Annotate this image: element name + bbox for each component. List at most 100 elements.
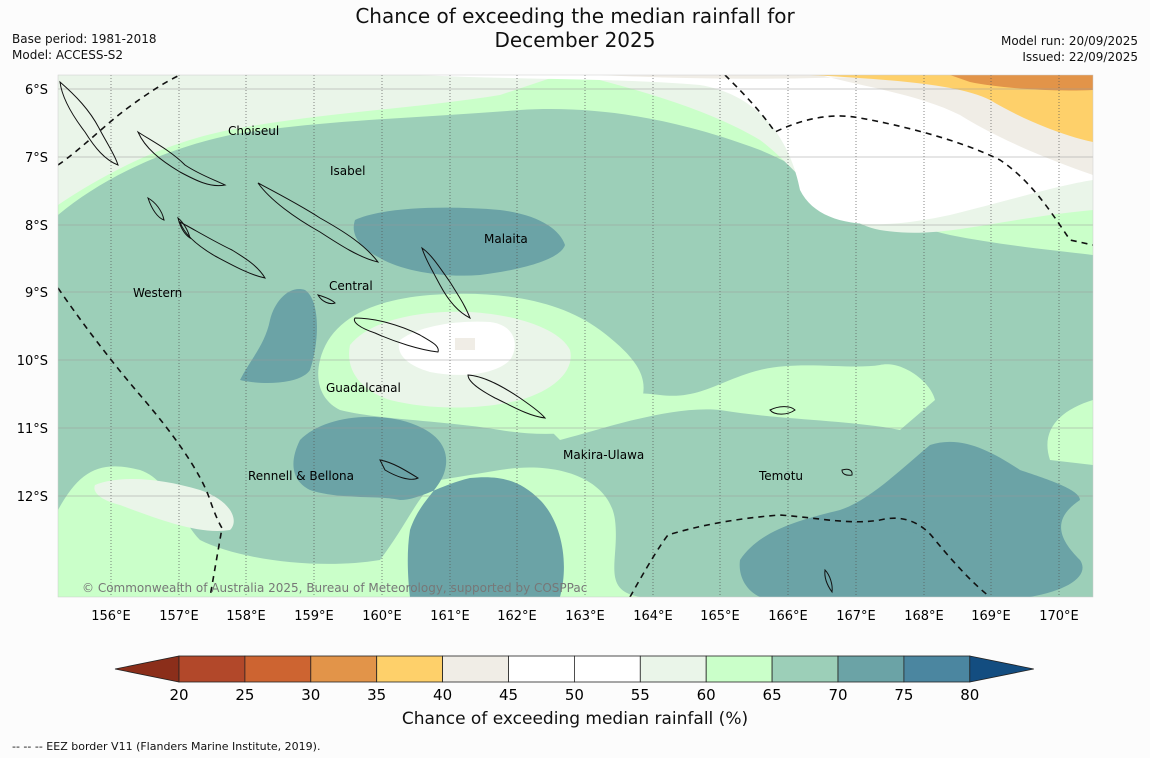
island-ranongga: [177, 216, 191, 240]
base-period: Base period: 1981-2018: [12, 32, 157, 46]
model-run: Model run: 20/09/2025: [1000, 34, 1138, 48]
map-frame: [57, 74, 1094, 598]
colorbar-segment: [771, 655, 839, 683]
title-line-1: Chance of exceeding the median rainfall …: [355, 4, 795, 28]
lat-label: 9°S: [25, 286, 48, 301]
island-makira: [467, 374, 547, 419]
lon-label: 167°E: [836, 609, 876, 624]
island-new-georgia: [179, 220, 266, 279]
region-label-makira-ulawa: Makira-Ulawa: [563, 448, 644, 462]
colorbar-segment: [310, 655, 378, 683]
eez-border: [58, 75, 1093, 597]
region-labels: Choiseul Isabel Malaita Western Central …: [133, 124, 803, 483]
colorbar-tick-label: 40: [433, 686, 452, 704]
island-bougainville: [59, 80, 119, 166]
contour-55-60-sw: [94, 478, 234, 531]
contour-30-35: [950, 75, 1093, 91]
colorbar-arrow-low: [114, 655, 180, 683]
region-label-isabel: Isabel: [330, 164, 365, 178]
lon-label: 164°E: [633, 609, 673, 624]
model-name: Model: ACCESS-S2: [12, 48, 124, 62]
lon-label: 159°E: [294, 609, 334, 624]
colorbar-tick-label: 50: [565, 686, 584, 704]
island-isabel: [257, 182, 380, 263]
colorbar-tick-label: 75: [894, 686, 913, 704]
colorbar-tick-label: 55: [631, 686, 650, 704]
copyright-note: © Commonwealth of Australia 2025, Bureau…: [82, 581, 587, 595]
island-rennell: [379, 459, 420, 480]
contour-70-75-west: [240, 289, 317, 383]
contour-70-75-south: [293, 416, 564, 597]
lat-label: 11°S: [17, 422, 48, 437]
island-vella: [147, 196, 165, 221]
map-title: Chance of exceeding the median rainfall …: [275, 4, 875, 52]
colorbar-segment: [903, 655, 971, 683]
island-temotu-small: [841, 468, 853, 476]
region-label-temotu: Temotu: [758, 469, 803, 483]
colorbar-segment: [705, 655, 773, 683]
lon-label: 169°E: [971, 609, 1011, 624]
colorbar-ticks: 20 25 30 35 40 45 50 55 60 65 70 75 80: [169, 686, 979, 704]
lon-label: 168°E: [904, 609, 944, 624]
colorbar-tick-label: 35: [367, 686, 386, 704]
colorbar-segment: [574, 655, 641, 683]
island-central: [316, 294, 336, 305]
colorbar-segment: [837, 655, 905, 683]
colorbar-segments: [114, 655, 1034, 683]
colorbar-tick-label: 30: [301, 686, 320, 704]
colorbar-tick-label: 25: [235, 686, 254, 704]
lat-label: 8°S: [25, 219, 48, 234]
island-santa-cruz: [769, 406, 796, 415]
contour-45-55: [420, 75, 1093, 225]
region-label-rennell-bellona: Rennell & Bellona: [248, 469, 354, 483]
region-label-guadalcanal: Guadalcanal: [326, 381, 401, 395]
island-temotu-south: [824, 568, 833, 594]
contour-40-45: [600, 75, 1093, 175]
region-label-western: Western: [133, 286, 182, 300]
map-lat-lines: [58, 88, 1093, 497]
lon-label: 166°E: [768, 609, 808, 624]
lon-label: 163°E: [565, 609, 605, 624]
colorbar-tick-label: 80: [960, 686, 979, 704]
lat-label: 10°S: [17, 354, 48, 369]
islands: [59, 80, 853, 594]
lon-label: 157°E: [159, 609, 199, 624]
lon-label: 161°E: [430, 609, 470, 624]
colorbar-segment: [639, 655, 707, 683]
lon-axis-labels: 156°E 157°E 158°E 159°E 160°E 161°E 162°…: [91, 609, 1079, 624]
meta-right: Model run: 20/09/2025 Issued: 22/09/2025: [1001, 33, 1138, 65]
colorbar-segment: [178, 655, 246, 683]
island-guadalcanal: [353, 317, 439, 353]
island-malaita: [421, 246, 471, 320]
colorbar-tick-label: 60: [697, 686, 716, 704]
meta-left: Base period: 1981-2018 Model: ACCESS-S2: [12, 31, 157, 63]
colorbar-segment: [508, 655, 575, 683]
region-label-choiseul: Choiseul: [228, 124, 279, 138]
rainfall-map: Choiseul Isabel Malaita Western Central …: [17, 74, 1094, 624]
map-gridlines: [110, 75, 1060, 597]
contour-60-65-mid: [520, 364, 935, 440]
colorbar-tick-label: 70: [828, 686, 847, 704]
colorbar-label: Chance of exceeding median rainfall (%): [401, 709, 749, 729]
eez-footnote: -- -- -- EEZ border V11 (Flanders Marine…: [12, 740, 321, 753]
contour-70-75-e2: [900, 521, 960, 534]
colorbar-segment: [376, 655, 444, 683]
contour-70-75-north: [353, 207, 565, 276]
colorbar-tick-label: 65: [763, 686, 782, 704]
lon-label: 170°E: [1039, 609, 1079, 624]
contour-35-40: [810, 75, 1093, 142]
issued-date: Issued: 22/09/2025: [1022, 50, 1138, 64]
colorbar-arrow-high: [969, 655, 1034, 683]
lon-label: 158°E: [226, 609, 266, 624]
region-label-central: Central: [329, 279, 373, 293]
colorbar-tick-label: 45: [499, 686, 518, 704]
lat-label: 6°S: [25, 83, 48, 98]
lat-axis-labels: 6°S 7°S 8°S 9°S 10°S 11°S 12°S: [17, 83, 48, 505]
title-line-2: December 2025: [494, 28, 656, 52]
contour-40-45-patch: [455, 338, 475, 350]
colorbar-segment: [244, 655, 312, 683]
lon-label: 156°E: [91, 609, 131, 624]
colorbar: 20 25 30 35 40 45 50 55 60 65 70 75 80: [114, 655, 1034, 704]
colorbar-tick-label: 20: [169, 686, 188, 704]
lon-label: 160°E: [362, 609, 402, 624]
